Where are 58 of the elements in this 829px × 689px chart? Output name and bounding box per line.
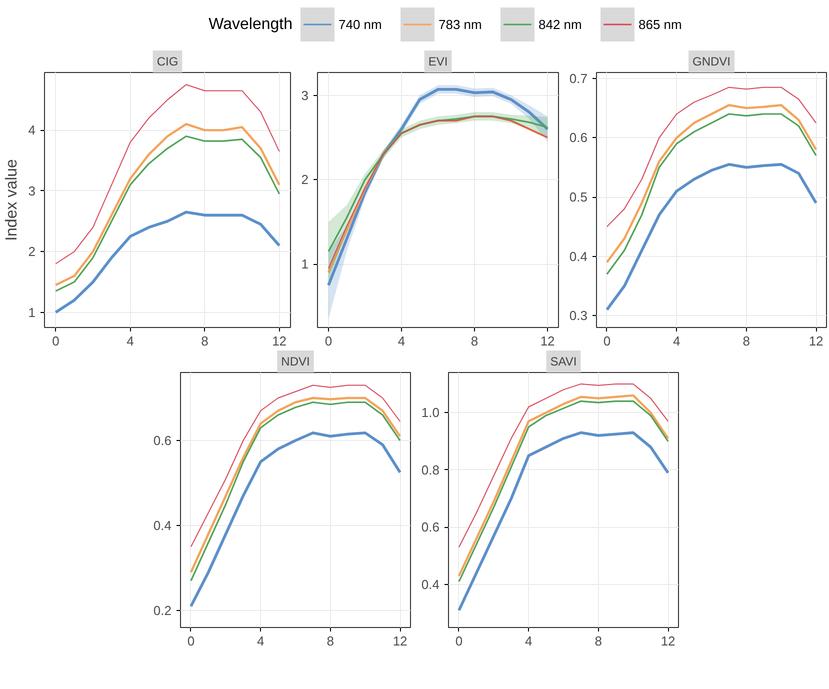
- chart-title: EVI: [428, 54, 448, 68]
- x-tick-label: 12: [392, 634, 408, 648]
- legend-label: 842 nm: [538, 17, 582, 32]
- x-tick-label: 8: [201, 334, 208, 348]
- x-tick-label: 4: [673, 334, 680, 348]
- y-tick-label: 0.2: [153, 603, 172, 618]
- line-series: [54, 210, 281, 314]
- x-tick-label: 0: [187, 634, 195, 648]
- x-tick-label: 4: [257, 634, 264, 648]
- y-tick-label: 2: [301, 172, 309, 188]
- y-tick-label: 1: [301, 256, 309, 272]
- y-tick-label: 0.8: [421, 462, 440, 478]
- x-tick-label: 0: [52, 334, 60, 348]
- x-tick-label: 8: [594, 634, 602, 648]
- legend-label: 865 nm: [638, 17, 682, 32]
- x-tick-label: 0: [455, 634, 463, 648]
- y-tick-label: 0.7: [569, 70, 588, 86]
- legend-label: 740 nm: [338, 17, 382, 32]
- chart-title: NDVI: [281, 354, 310, 368]
- legend-title: Wavelength: [208, 16, 293, 33]
- x-tick-label: 4: [398, 334, 406, 348]
- x-tick-label: 8: [326, 634, 334, 648]
- y-tick-label: 0.3: [569, 308, 588, 324]
- y-tick-label: 1: [28, 304, 36, 320]
- line-series: [458, 431, 670, 612]
- y-tick-label: 3: [301, 88, 309, 103]
- y-tick-label: 0.5: [569, 190, 588, 205]
- y-tick-label: 2: [28, 244, 36, 260]
- x-tick-label: 0: [603, 334, 611, 348]
- y-tick-label: 0.4: [421, 577, 440, 592]
- y-tick-label: 0.4: [569, 248, 588, 264]
- x-tick-label: 12: [540, 334, 555, 348]
- y-tick-label: 1.0: [421, 405, 440, 420]
- x-tick-label: 12: [660, 634, 676, 648]
- x-tick-label: 8: [742, 334, 750, 348]
- chart-title: SAVI: [550, 354, 577, 368]
- y-tick-label: 0.6: [153, 433, 172, 448]
- x-tick-label: 4: [525, 634, 532, 648]
- y-tick-label: 3: [28, 183, 36, 198]
- x-tick-label: 12: [808, 334, 824, 348]
- y-tick-label: 0.6: [569, 130, 588, 146]
- line-series: [458, 383, 669, 548]
- line-series: [606, 163, 818, 312]
- x-tick-label: 8: [470, 334, 478, 348]
- line-series: [190, 431, 402, 608]
- line-series: [55, 84, 280, 264]
- line-series: [606, 86, 817, 228]
- x-tick-label: 4: [126, 334, 134, 348]
- y-tick-label: 4: [28, 122, 36, 138]
- y-tick-label: 0.6: [421, 520, 440, 535]
- y-tick-label: 0.4: [153, 518, 172, 533]
- line-series: [190, 384, 401, 548]
- chart-title: CIG: [156, 54, 178, 68]
- legend-label: 783 nm: [438, 17, 482, 32]
- x-tick-label: 12: [272, 334, 287, 348]
- y-axis-title: Index value: [3, 158, 20, 241]
- chart-title: GNDVI: [692, 54, 731, 68]
- x-tick-label: 0: [324, 334, 332, 348]
